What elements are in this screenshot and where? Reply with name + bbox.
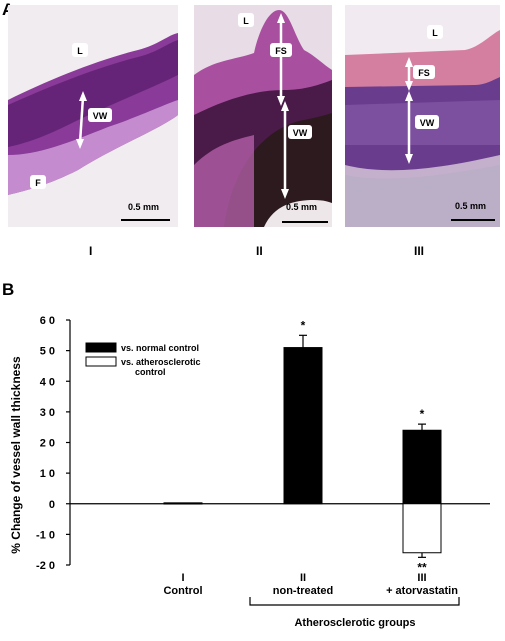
bar-chart-svg: % Change of vessel wall thickness 6 0 5 0… [9, 315, 490, 629]
y-axis-label: % Change of vessel wall thickness [9, 356, 23, 554]
micrograph-i-wall-label: VW [93, 111, 108, 121]
bar-athero-2 [402, 503, 442, 554]
micrograph-iii-wall-label: VW [420, 118, 435, 128]
micrograph-iii: L FS VW 0.5 mm [345, 5, 500, 227]
bar-normal-2 [402, 429, 442, 505]
y-tick-label: 1 0 [40, 468, 55, 480]
y-tick-label: 2 0 [40, 438, 55, 450]
micrograph-i-lumen-label: L [77, 46, 83, 56]
micrograph-iii-fs-label: FS [418, 68, 430, 78]
group-bracket [249, 597, 460, 606]
legend-label: vs. atherosclerotic [121, 357, 201, 367]
y-tick-label: 3 0 [40, 407, 55, 419]
significance-marker: * [420, 407, 425, 421]
y-tick-label: 6 0 [40, 315, 55, 327]
micrograph-iii-image: L FS VW 0.5 mm [345, 5, 500, 227]
y-ticks: 6 0 5 0 4 0 3 0 2 0 1 0 0 -1 0 -2 0 [36, 315, 70, 572]
legend-swatch [85, 342, 117, 353]
micrograph-i: L VW F 0.5 mm [8, 5, 178, 227]
legend-label-continued: control [135, 367, 166, 377]
bracket-label: Atherosclerotic groups [294, 617, 415, 629]
x-group-numeral: I [181, 572, 184, 584]
y-tick-label: 5 0 [40, 346, 55, 358]
y-tick-label: 0 [49, 499, 55, 511]
micrograph-i-numeral: I [89, 244, 93, 258]
y-tick-label: -2 0 [36, 560, 55, 572]
x-group-label: Control [163, 585, 202, 597]
x-group-label: non-treated [273, 585, 334, 597]
legend-label: vs. normal control [121, 343, 199, 353]
micrograph-iii-scale-text: 0.5 mm [455, 201, 486, 211]
x-group-label: + atorvastatin [386, 585, 458, 597]
legend-swatch [85, 356, 117, 367]
micrograph-iii-lumen-label: L [432, 28, 438, 38]
significance-marker: * [301, 318, 306, 332]
micrograph-i-scale-text: 0.5 mm [128, 202, 159, 212]
bar-chart: % Change of vessel wall thickness 6 0 5 0… [0, 290, 505, 636]
micrograph-iii-numeral: III [414, 244, 425, 258]
micrograph-ii-image: L FS VW 0.5 mm [194, 5, 332, 227]
micrograph-i-image: L VW F 0.5 mm [8, 5, 178, 227]
x-group-numeral: III [417, 572, 426, 584]
x-group-numeral: II [300, 572, 306, 584]
y-tick-label: 4 0 [40, 376, 55, 388]
bar-normal-1 [283, 347, 323, 505]
micrograph-ii-fs-label: FS [275, 46, 287, 56]
significance-marker: ** [417, 560, 427, 574]
bars: **** [163, 318, 442, 574]
micrograph-ii-numeral: II [256, 244, 263, 258]
micrograph-ii-scale-text: 0.5 mm [286, 202, 317, 212]
micrograph-i-f-label: F [35, 178, 41, 188]
bar-normal-0 [163, 502, 203, 505]
y-tick-label: -1 0 [36, 529, 55, 541]
micrograph-ii-wall-label: VW [293, 128, 308, 138]
legend: vs. normal control vs. atheroscleroticcon… [85, 342, 201, 377]
panel-b-letter: B [2, 280, 15, 299]
micrograph-ii-lumen-label: L [243, 16, 249, 26]
micrograph-ii: L FS VW 0.5 mm [194, 5, 332, 227]
